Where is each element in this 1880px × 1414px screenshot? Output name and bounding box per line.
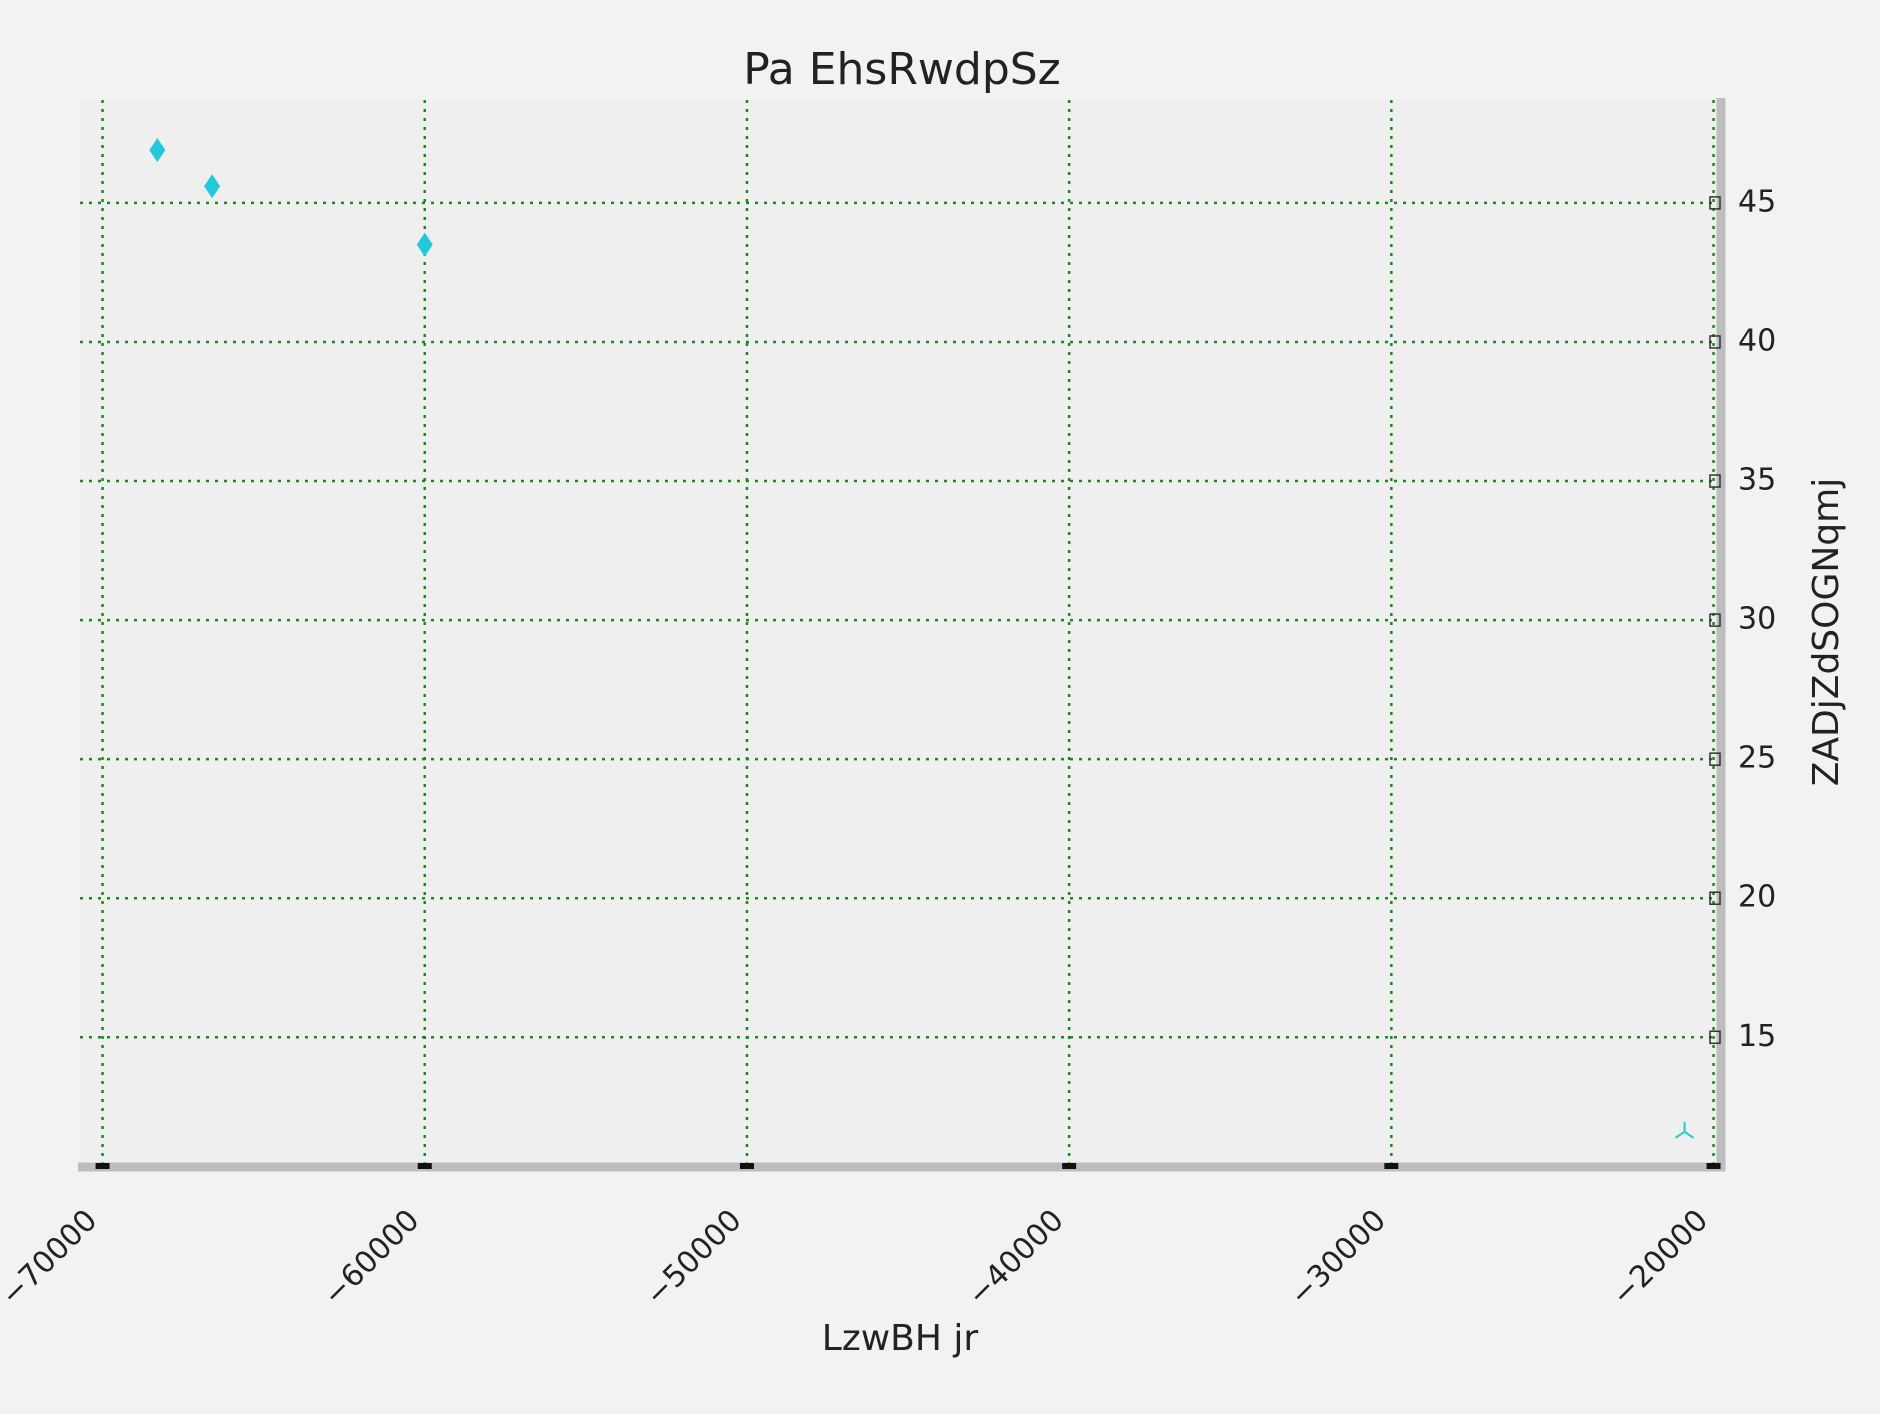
diamond-point [204, 174, 221, 199]
diamond-point [149, 138, 166, 163]
y-tick-label: 40 [1738, 323, 1776, 358]
y-tick-label: 15 [1738, 1019, 1776, 1054]
x-tick-mark [417, 1163, 432, 1169]
axes-spines [78, 98, 1726, 1172]
tri-point-arm [1675, 1131, 1686, 1139]
y-tick-mark [1709, 196, 1721, 210]
x-tick-mark [95, 1163, 110, 1169]
y-tick-mark [1709, 1030, 1721, 1045]
y-tick-label: 35 [1738, 463, 1776, 498]
x-tick-mark [1384, 1163, 1399, 1169]
y-tick-label: 20 [1738, 880, 1776, 915]
y-ticks: 15 20 25 30 35 40 45 [1709, 184, 1776, 1054]
y-tick-label: 45 [1738, 184, 1776, 219]
y-tick-mark [1709, 613, 1721, 627]
plot-area [80, 100, 1720, 1168]
chart-title: Pa EhsRwdpSz [743, 44, 1061, 95]
y-tick-mark [1709, 335, 1721, 349]
y-tick-mark [1709, 891, 1721, 905]
tri-point-arm [1684, 1131, 1695, 1139]
y-tick-mark [1709, 752, 1721, 766]
data-points [149, 138, 1695, 1139]
x-tick-mark [1062, 1163, 1077, 1169]
x-axis-label: LzwBH jr [822, 1318, 979, 1359]
x-tick-mark [1706, 1163, 1721, 1169]
y-axis-label: ZADjZdSOGNqmj [1806, 478, 1847, 786]
y-tick-label: 25 [1738, 741, 1776, 776]
x-tick-mark [739, 1163, 754, 1169]
y-tick-label: 30 [1738, 602, 1776, 637]
y-tick-mark [1709, 474, 1721, 488]
tri-point [1675, 1121, 1695, 1139]
grid [80, 100, 1720, 1168]
diamond-point [416, 232, 433, 257]
